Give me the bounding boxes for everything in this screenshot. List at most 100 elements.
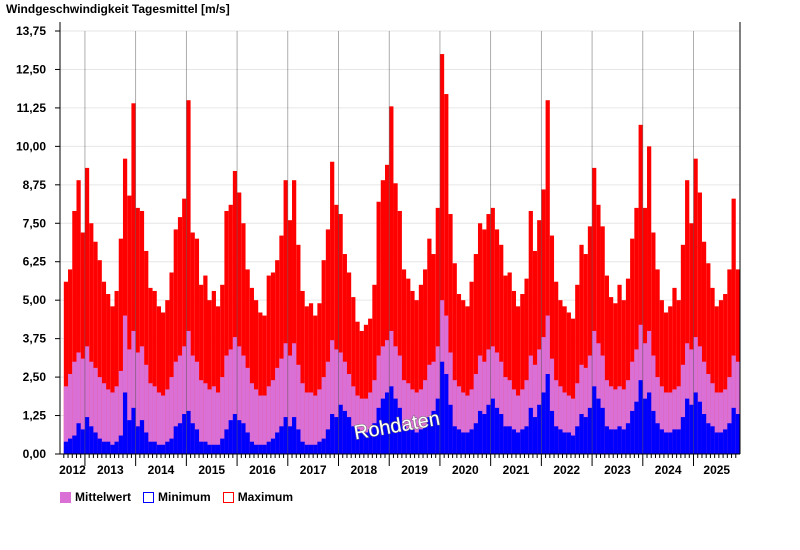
- bar-mittelwert: [410, 389, 415, 454]
- bar-mittelwert: [237, 346, 242, 454]
- bar-mittelwert: [110, 392, 115, 454]
- bar-mittelwert: [507, 380, 512, 454]
- legend-item-minimum[interactable]: Minimum: [143, 490, 211, 504]
- bar-maximum: [486, 214, 491, 454]
- bar-mittelwert: [292, 343, 297, 454]
- bar-maximum: [338, 214, 343, 454]
- y-tick-label: 12,50: [16, 62, 46, 76]
- bar-mittelwert: [482, 361, 487, 454]
- bar-maximum: [621, 300, 626, 454]
- bar-minimum: [135, 426, 140, 454]
- bar-mittelwert: [701, 361, 707, 454]
- bar-maximum: [207, 300, 212, 454]
- bar-mittelwert: [613, 389, 618, 454]
- bar-mittelwert: [617, 386, 622, 454]
- bar-maximum: [608, 297, 614, 454]
- bar-mittelwert: [224, 355, 229, 454]
- bar-mittelwert: [414, 392, 419, 454]
- bar-maximum: [186, 100, 191, 454]
- legend-item-maximum[interactable]: Maximum: [222, 490, 293, 504]
- bar-mittelwert: [127, 349, 132, 454]
- y-tick-label: 5,00: [23, 293, 47, 307]
- bar-minimum: [423, 426, 428, 454]
- bar-maximum: [275, 260, 280, 454]
- bar-maximum: [431, 254, 436, 454]
- bar-mittelwert: [579, 364, 584, 454]
- bar-minimum: [389, 386, 394, 454]
- bar-maximum: [439, 54, 445, 455]
- bar-mittelwert: [266, 386, 271, 454]
- x-tick-label: 2013: [97, 463, 124, 477]
- bar-minimum: [410, 429, 415, 454]
- bar-mittelwert: [583, 367, 588, 454]
- bar-mittelwert: [554, 380, 559, 454]
- bar-maximum: [173, 229, 178, 454]
- bar-minimum: [249, 441, 254, 454]
- bar-maximum: [410, 290, 415, 454]
- bar-maximum: [97, 260, 102, 454]
- bar-maximum: [372, 284, 377, 454]
- legend-label: Minimum: [158, 490, 211, 504]
- bar-minimum: [630, 410, 635, 454]
- bar-maximum: [325, 229, 331, 454]
- bar-maximum: [346, 272, 352, 454]
- bar-minimum: [516, 432, 521, 454]
- bar-mittelwert: [97, 377, 102, 454]
- bar-minimum: [308, 444, 314, 454]
- bar-minimum: [439, 361, 445, 454]
- bar-mittelwert: [663, 392, 669, 454]
- bar-maximum: [253, 300, 259, 454]
- bar-minimum: [334, 417, 339, 454]
- bar-mittelwert: [655, 377, 660, 454]
- bar-maximum: [532, 250, 538, 454]
- bar-maximum: [182, 198, 187, 454]
- bar-minimum: [397, 407, 402, 454]
- bar-minimum: [651, 410, 656, 454]
- bar-mittelwert: [697, 346, 702, 454]
- bar-maximum: [237, 192, 242, 454]
- y-tick-label: 13,75: [16, 24, 46, 38]
- bar-mittelwert: [477, 355, 483, 454]
- bar-minimum: [148, 441, 153, 454]
- bar-mittelwert: [84, 346, 90, 454]
- bar-minimum: [321, 438, 326, 454]
- x-tick-label: 2021: [503, 463, 530, 477]
- bar-minimum: [655, 423, 660, 454]
- bar-maximum: [642, 207, 648, 454]
- bar-minimum: [592, 386, 597, 454]
- bar-minimum: [549, 410, 555, 454]
- bar-minimum: [106, 441, 111, 454]
- bar-maximum: [355, 321, 360, 454]
- legend-swatch-minimum: [143, 491, 155, 503]
- bar-maximum: [638, 124, 643, 454]
- bar-mittelwert: [177, 355, 183, 454]
- bar-mittelwert: [680, 364, 686, 454]
- bar-minimum: [194, 429, 200, 454]
- bar-minimum: [401, 426, 407, 454]
- bar-mittelwert: [308, 392, 314, 454]
- bar-mittelwert: [604, 380, 609, 454]
- bar-mittelwert: [401, 380, 407, 454]
- legend-item-mittelwert[interactable]: Mittelwert: [60, 490, 131, 504]
- bar-mittelwert: [93, 367, 98, 454]
- bar-mittelwert: [714, 392, 719, 454]
- bar-mittelwert: [499, 361, 504, 454]
- bar-mittelwert: [325, 361, 331, 454]
- bar-minimum: [494, 407, 500, 454]
- bar-minimum: [482, 414, 487, 454]
- x-tick-label: 2020: [452, 463, 479, 477]
- bar-mittelwert: [89, 361, 94, 454]
- bar-mittelwert: [338, 352, 343, 454]
- bar-minimum: [317, 441, 322, 454]
- bar-mittelwert: [532, 364, 538, 454]
- bar-maximum: [266, 275, 271, 454]
- bar-mittelwert: [122, 315, 128, 454]
- bar-mittelwert: [431, 361, 436, 454]
- bar-minimum: [68, 438, 73, 454]
- bar-minimum: [266, 441, 271, 454]
- bar-minimum: [596, 398, 601, 454]
- bar-minimum: [287, 426, 293, 454]
- bar-maximum: [680, 244, 686, 454]
- bar-minimum: [541, 392, 546, 454]
- bar-minimum: [587, 407, 593, 454]
